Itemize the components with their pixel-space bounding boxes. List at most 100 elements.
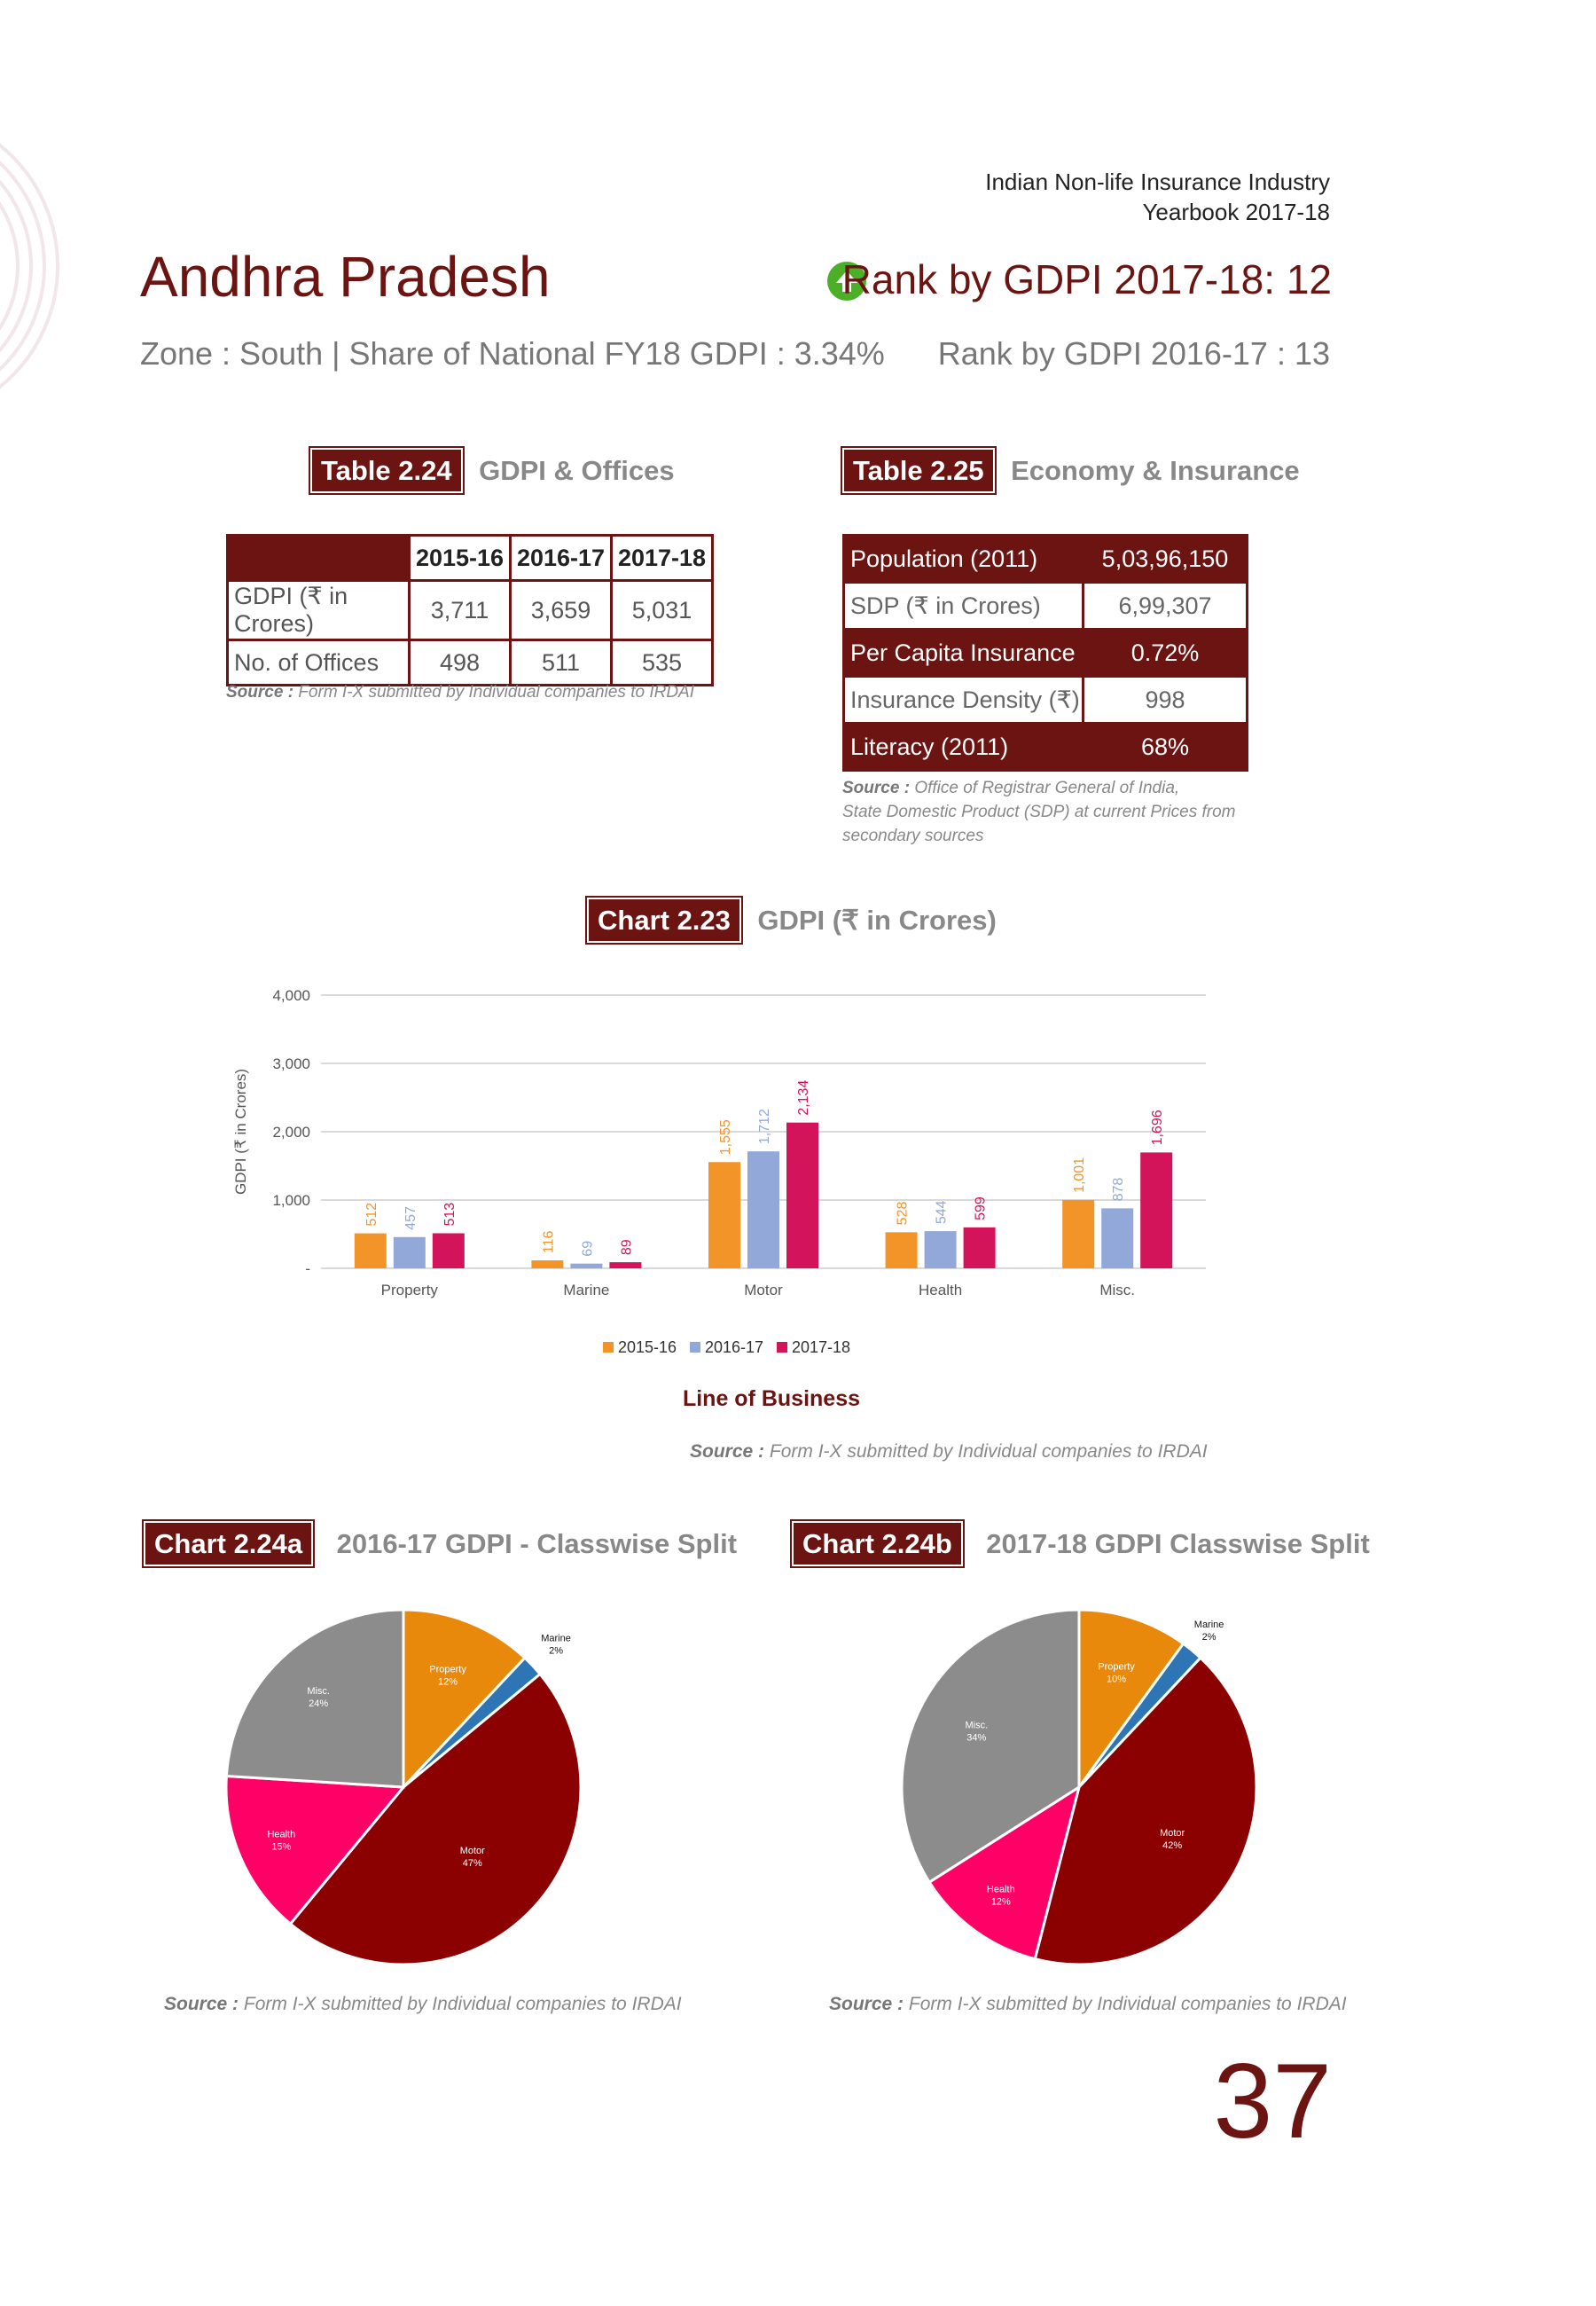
legend-label: 2015-16 — [618, 1338, 677, 1356]
legend-label: 2016-17 — [705, 1338, 763, 1356]
table-cell: 498 — [408, 639, 512, 686]
y-axis-title: GDPI (₹ in Crores) — [232, 1069, 249, 1195]
x-tick-label: Motor — [744, 1282, 783, 1298]
chart224a-title: 2016-17 GDPI - Classwise Split — [336, 1528, 738, 1559]
bar-2015-16 — [531, 1260, 564, 1268]
bar-2016-17 — [747, 1151, 779, 1268]
bar-2017-18 — [786, 1122, 818, 1268]
table-row: Literacy (2011) 68% — [842, 722, 1248, 772]
bar-value-label: 1,712 — [757, 1109, 772, 1144]
slice-percent-label: 12% — [991, 1896, 1011, 1907]
y-tick-label: 1,000 — [272, 1192, 310, 1209]
bar-value-label: 878 — [1111, 1178, 1126, 1202]
bar-value-label: 599 — [974, 1196, 989, 1220]
y-tick-label: 2,000 — [272, 1124, 310, 1141]
slice-name-label: Marine — [1194, 1620, 1224, 1630]
bar-value-label: 2,134 — [796, 1080, 811, 1116]
x-tick-label: Health — [919, 1282, 962, 1298]
source-text: Form I-X submitted by Individual compani… — [908, 1994, 1347, 2014]
source-label: Source : — [226, 683, 294, 702]
table-row: SDP (₹ in Crores) 6,99,307 — [842, 581, 1248, 631]
economy-insurance-table: Population (2011) 5,03,96,150 SDP (₹ in … — [842, 534, 1248, 772]
pie-slice-health — [224, 1774, 407, 1926]
col-header: 2017-18 — [610, 534, 714, 582]
chart224b-title: 2017-18 GDPI Classwise Split — [986, 1528, 1370, 1559]
arrow-up-circle-icon — [827, 262, 866, 301]
zone-share: Zone : South | Share of National FY18 GD… — [140, 335, 885, 372]
slice-name-label: Property — [429, 1665, 466, 1675]
bar-value-label: 69 — [580, 1241, 595, 1257]
row-label: Per Capita Insurance — [842, 628, 1084, 678]
pie-slice-property — [1077, 1608, 1185, 1792]
gdpi-offices-table: 2015-16 2016-17 2017-18 GDPI (₹ in Crore… — [226, 534, 714, 686]
table24-title: GDPI & Offices — [479, 455, 675, 486]
table-cell: 6,99,307 — [1082, 581, 1248, 631]
chart224b-source: Source : Form I-X submitted by Individua… — [829, 1994, 1347, 2015]
bar-value-label: 116 — [541, 1230, 556, 1253]
x-tick-label: Misc. — [1099, 1282, 1135, 1298]
chart224a-badge: Chart 2.24a — [144, 1521, 314, 1566]
bar-value-label: 512 — [364, 1203, 379, 1227]
slice-percent-label: 2% — [549, 1645, 563, 1656]
table25-source: Source : Office of Registrar General of … — [842, 776, 1235, 848]
table-row: No. of Offices 498 511 535 — [226, 639, 714, 686]
slice-name-label: Misc. — [307, 1686, 330, 1697]
source-text-2: State Domestic Product (SDP) at current … — [842, 803, 1236, 821]
y-tick-label: 3,000 — [272, 1055, 310, 1072]
slice-name-label: Misc. — [965, 1720, 988, 1730]
slice-percent-label: 2% — [1202, 1632, 1217, 1643]
page-number: 37 — [1213, 2042, 1332, 2161]
pie-slice-motor — [1033, 1656, 1258, 1966]
table25-title: Economy & Insurance — [1011, 455, 1300, 486]
row-label: SDP (₹ in Crores) — [842, 581, 1084, 631]
x-tick-label: Property — [381, 1282, 439, 1298]
source-text: Form I-X submitted by Individual compani… — [243, 1994, 682, 2014]
gdpi-bar-chart: - 1,000 2,000 3,000 4,000 GDPI (₹ in Crores) 5… — [232, 987, 1206, 1411]
bar-2015-16 — [354, 1233, 387, 1268]
table-cell: 3,711 — [408, 579, 512, 641]
slice-percent-label: 24% — [309, 1698, 328, 1709]
bar-2017-18 — [432, 1233, 465, 1268]
pie-slice-property — [402, 1608, 528, 1791]
chart224a-heading: Chart 2.24a 2016-17 GDPI - Classwise Spl… — [144, 1521, 738, 1566]
bar-2016-17 — [570, 1263, 603, 1268]
rank-current: Rank by GDPI 2017-18: 12 — [841, 256, 1332, 302]
col-header: 2016-17 — [509, 534, 613, 582]
source-label: Source : — [829, 1994, 904, 2014]
table-cell: 5,031 — [610, 579, 714, 641]
slice-name-label: Marine — [541, 1633, 571, 1643]
slice-percent-label: 34% — [966, 1732, 986, 1743]
table25-heading: Table 2.25 Economy & Insurance — [842, 448, 1300, 493]
x-tick-label: Marine — [563, 1282, 609, 1298]
bar-value-label: 528 — [896, 1202, 911, 1226]
legend-swatch — [603, 1342, 614, 1353]
col-header: 2015-16 — [408, 534, 512, 582]
bar-2017-18 — [963, 1227, 996, 1268]
bar-value-label: 544 — [935, 1200, 950, 1224]
table-cell: 998 — [1082, 675, 1248, 725]
table-cell: 3,659 — [509, 579, 613, 641]
slice-percent-label: 15% — [271, 1842, 291, 1853]
bar-2015-16 — [708, 1162, 740, 1268]
table-corner — [226, 534, 411, 582]
slice-name-label: Motor — [1160, 1828, 1185, 1839]
state-title: Andhra Pradesh — [140, 245, 551, 309]
slice-percent-label: 10% — [1107, 1675, 1126, 1685]
bar-2015-16 — [885, 1232, 918, 1268]
table-row: Population (2011) 5,03,96,150 — [842, 534, 1248, 584]
rank-previous: Rank by GDPI 2016-17 : 13 — [937, 335, 1330, 372]
classwise-pie-2016-17: Property 12% Marine 2% Motor 47% Health 15% Misc… — [224, 1608, 583, 1966]
chart224b-heading: Chart 2.24b 2017-18 GDPI Classwise Split — [792, 1521, 1370, 1566]
table-cell: 68% — [1082, 722, 1248, 772]
source-label: Source : — [842, 779, 911, 797]
source-label: Source : — [164, 1994, 239, 2014]
chart224b-badge: Chart 2.24b — [792, 1521, 963, 1566]
table24-heading: Table 2.24 GDPI & Offices — [310, 448, 675, 493]
table-row: Insurance Density (₹) 998 — [842, 675, 1248, 725]
chart223-badge: Chart 2.23 — [587, 898, 741, 943]
table-row: Per Capita Insurance 0.72% — [842, 628, 1248, 678]
report-header: Indian Non-life Insurance Industry Yearb… — [985, 167, 1330, 227]
source-text: Form I-X submitted by Individual compani… — [298, 683, 694, 702]
table-cell: 5,03,96,150 — [1082, 534, 1248, 584]
slice-name-label: Health — [987, 1884, 1015, 1894]
